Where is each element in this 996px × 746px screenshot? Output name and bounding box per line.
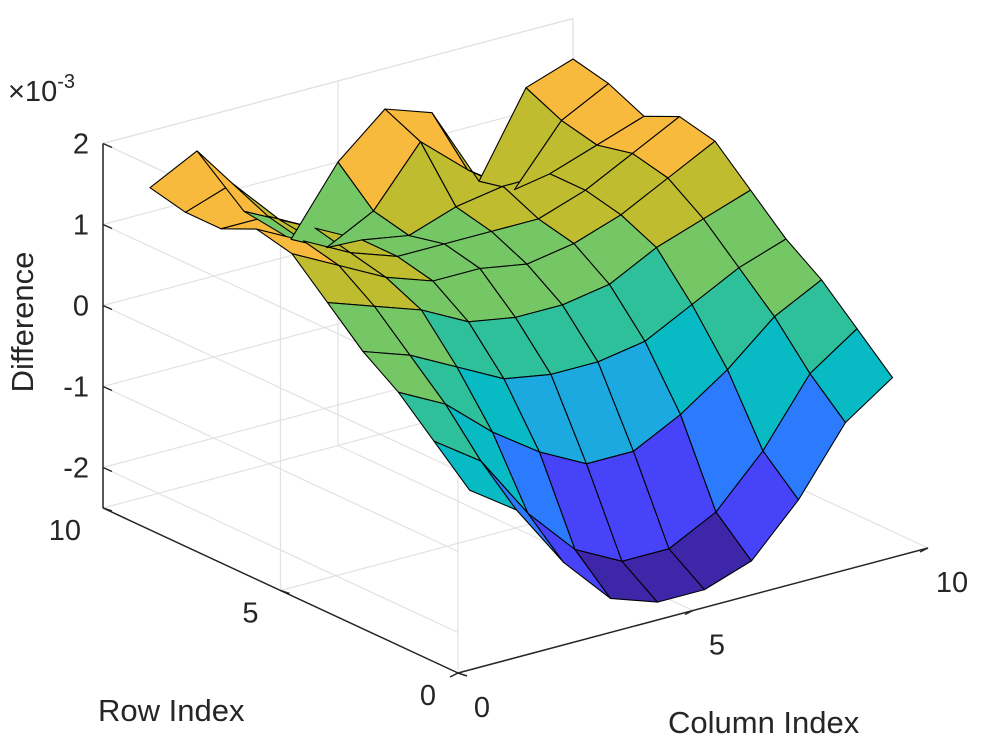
y-tick-label: 0 [420,680,436,712]
x-axis-label: Column Index [668,705,860,740]
x-tick [919,547,929,553]
y-axis-label: Row Index [98,693,245,728]
y-tick [102,507,113,512]
grid-line [102,385,459,553]
y-tick-label: 5 [242,598,258,630]
z-exponent-label: ×10-3 [8,71,75,108]
z-exponent-base: ×10 [8,76,57,108]
z-tick [102,466,113,473]
grid-line [102,466,459,634]
axis-layer: 0 5 10 0 5 10 -2 -1 0 1 2 [49,129,968,725]
z-tick [102,142,113,149]
z-tick [102,223,113,230]
surface-layer [149,58,894,603]
z-exponent-power: -3 [57,71,75,93]
grid-line [102,304,459,472]
z-tick-label: 2 [73,129,89,161]
y-tick-label: 10 [49,515,81,547]
z-tick-label: 0 [73,291,89,323]
box-edge [102,17,574,145]
z-tick-label: -2 [63,453,89,485]
z-tick-label: 1 [73,210,89,242]
z-tick [102,304,113,311]
surface-patch [809,328,894,424]
y-tick [280,589,290,595]
x-tick [449,672,459,678]
z-tick [102,385,113,392]
y-tick [457,672,468,677]
x-tick-label: 5 [709,630,725,662]
z-axis-label: Difference [5,252,40,393]
z-tick-label: -1 [63,372,89,404]
x-tick-label: 0 [474,692,490,724]
x-tick-label: 10 [936,567,968,599]
x-tick [684,609,694,616]
